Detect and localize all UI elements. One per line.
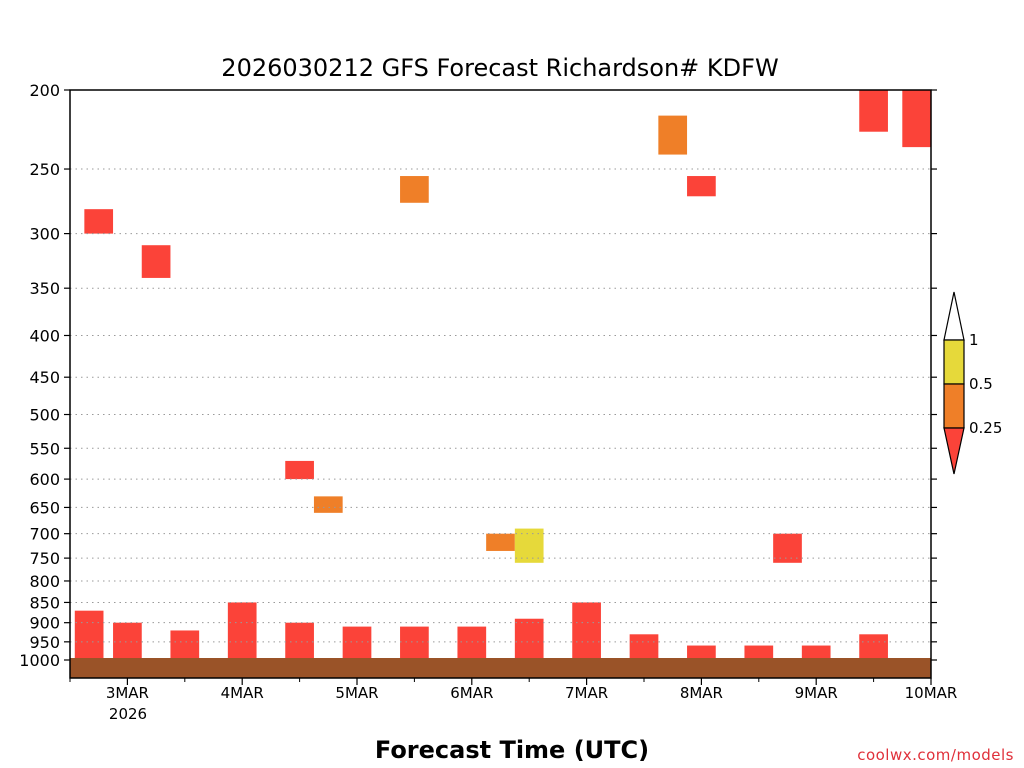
gridlines <box>70 168 931 643</box>
ri-cell-red <box>773 533 802 563</box>
ri-cell-orange <box>486 533 515 551</box>
ri-cell-red <box>342 626 372 660</box>
x-axis: 3MAR 4MAR 5MAR 6MAR 7MAR 8MAR 9MAR 10MAR <box>69 678 958 702</box>
plot-background <box>70 90 931 678</box>
x-axis-label: Forecast Time (UTC) <box>375 736 649 764</box>
ri-cell-red <box>84 209 114 234</box>
ri-cell-orange <box>658 115 688 155</box>
y-tick-label-950: 950 <box>29 633 60 652</box>
colorbar-bottom-triangle <box>943 427 965 475</box>
ri-cell-red <box>285 460 314 480</box>
x-tick-label-4MAR: 4MAR <box>221 684 264 702</box>
ri-cell-red <box>400 626 429 660</box>
ri-cell-red <box>902 90 931 148</box>
y-tick-label-450: 450 <box>29 368 60 387</box>
y-tick-label-850: 850 <box>29 593 60 612</box>
x-tick-label-9MAR: 9MAR <box>795 684 838 702</box>
ri-cell-red <box>285 622 314 660</box>
ri-cell-red <box>141 245 171 278</box>
ri-cell-red <box>629 634 659 660</box>
colorbar-orange-bin <box>943 383 965 429</box>
ri-cell-red <box>801 645 831 660</box>
x-tick-label-10MAR: 10MAR <box>905 684 958 702</box>
x-tick-label-6MAR: 6MAR <box>450 684 493 702</box>
y-tick-label-300: 300 <box>29 225 60 244</box>
ri-cell-red <box>74 610 104 660</box>
plot-frame <box>69 89 932 679</box>
ri-cell-red <box>859 634 888 660</box>
ri-cell-orange <box>313 496 343 513</box>
ri-cell-red <box>572 602 601 660</box>
x-year-label: 2026 <box>109 705 147 723</box>
colorbar-label-1: 1 <box>969 331 979 349</box>
chart-title: 2026030212 GFS Forecast Richardson# KDFW <box>221 54 778 82</box>
ri-cell-red <box>457 626 487 660</box>
y-tick-label-900: 900 <box>29 614 60 633</box>
ri-cell-orange <box>400 176 429 203</box>
y-tick-label-650: 650 <box>29 498 60 517</box>
credit-text: coolwx.com/models <box>857 746 1014 764</box>
y-tick-label-350: 350 <box>29 279 60 298</box>
y-tick-label-200: 200 <box>29 81 60 100</box>
y-tick-label-250: 250 <box>29 160 60 179</box>
y-tick-label-800: 800 <box>29 572 60 591</box>
colorbar-label-0.25: 0.25 <box>969 419 1002 437</box>
x-tick-label-7MAR: 7MAR <box>565 684 608 702</box>
ri-cell-red <box>859 90 888 132</box>
colorbar: 1 0.5 0.25 <box>943 291 1002 475</box>
y-tick-label-600: 600 <box>29 470 60 489</box>
colorbar-top-triangle <box>943 291 965 341</box>
colorbar-label-0.5: 0.5 <box>969 375 993 393</box>
plot-area <box>69 89 932 679</box>
y-tick-label-400: 400 <box>29 326 60 345</box>
x-tick-label-5MAR: 5MAR <box>335 684 378 702</box>
ri-cell-red <box>170 630 200 660</box>
y-tick-label-500: 500 <box>29 406 60 425</box>
y-axis: 200 250 300 350 400 450 500 550 600 650 700 750 800 8… <box>19 81 937 670</box>
ri-cell-yellow <box>514 528 544 563</box>
ri-cell-red <box>687 645 716 660</box>
y-tick-label-1000: 1000 <box>19 651 60 670</box>
ri-cell-red <box>687 176 716 197</box>
ri-cell-red <box>514 618 544 660</box>
ri-cell-red <box>744 645 774 660</box>
y-tick-label-700: 700 <box>29 525 60 544</box>
ri-cell-red <box>227 602 257 660</box>
colorbar-yellow-bin <box>943 339 965 385</box>
surface-layer <box>70 658 931 678</box>
y-tick-label-550: 550 <box>29 439 60 458</box>
x-tick-label-8MAR: 8MAR <box>680 684 723 702</box>
y-tick-label-750: 750 <box>29 549 60 568</box>
x-tick-label-3MAR: 3MAR <box>106 684 149 702</box>
